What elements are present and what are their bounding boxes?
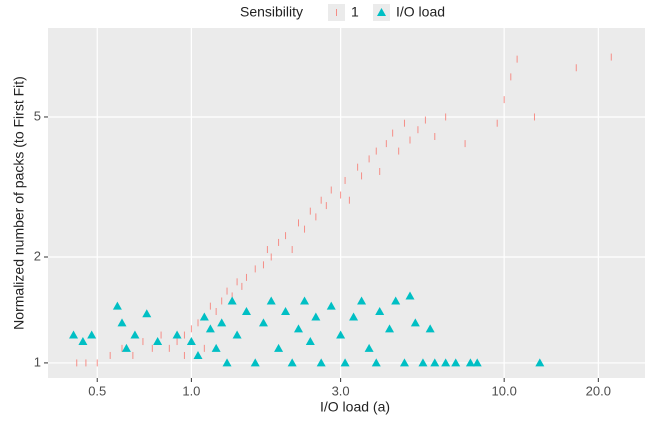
- x-tick-label: 0.5: [88, 383, 106, 398]
- y-tick-label: 1: [34, 354, 41, 369]
- y-tick-label: 5: [34, 108, 41, 123]
- point: [535, 358, 545, 367]
- point: [274, 343, 284, 352]
- point: [130, 330, 140, 339]
- legend-label: I/O load: [396, 4, 445, 20]
- point: [142, 309, 152, 318]
- point: [281, 306, 291, 315]
- point: [451, 358, 461, 367]
- point: [364, 343, 374, 352]
- point: [222, 358, 232, 367]
- point: [399, 358, 409, 367]
- point: [121, 343, 131, 352]
- point: [311, 312, 321, 321]
- point: [241, 306, 251, 315]
- point: [199, 312, 209, 321]
- point: [336, 330, 346, 339]
- point: [293, 324, 303, 333]
- point: [112, 301, 122, 310]
- point: [232, 330, 242, 339]
- point: [205, 324, 215, 333]
- point: [153, 337, 163, 346]
- point: [472, 358, 482, 367]
- point: [250, 358, 260, 367]
- point: [430, 358, 440, 367]
- legend-marker: [377, 8, 386, 16]
- point: [441, 358, 451, 367]
- point: [425, 324, 435, 333]
- point: [193, 350, 203, 359]
- point: [172, 330, 182, 339]
- point: [78, 337, 88, 346]
- point: [69, 330, 79, 339]
- point: [258, 318, 268, 327]
- point: [217, 318, 227, 327]
- point: [340, 358, 350, 367]
- point: [385, 324, 395, 333]
- panel: [48, 28, 645, 378]
- point: [117, 318, 127, 327]
- y-axis-label: Normalized number of packs (to First Fit…: [11, 76, 27, 330]
- point: [371, 358, 381, 367]
- point: [405, 291, 415, 300]
- point: [305, 337, 315, 346]
- point: [326, 301, 336, 310]
- point: [357, 296, 367, 305]
- point: [227, 296, 237, 305]
- x-tick-label: 20.0: [586, 383, 611, 398]
- point: [418, 358, 428, 367]
- point: [287, 358, 297, 367]
- point: [391, 296, 401, 305]
- point: [316, 358, 326, 367]
- point: [465, 358, 475, 367]
- point: [349, 312, 359, 321]
- point: [186, 337, 196, 346]
- legend-label: 1: [351, 4, 359, 20]
- point: [266, 296, 276, 305]
- legend-title: Sensibility: [240, 4, 303, 20]
- x-tick-label: 3.0: [332, 383, 350, 398]
- point: [87, 330, 97, 339]
- point: [211, 343, 221, 352]
- x-tick-label: 1.0: [182, 383, 200, 398]
- point: [300, 296, 310, 305]
- x-tick-label: 10.0: [492, 383, 517, 398]
- point: [375, 306, 385, 315]
- x-axis-label: I/O load (a): [320, 399, 390, 415]
- y-tick-label: 2: [34, 248, 41, 263]
- point: [410, 318, 420, 327]
